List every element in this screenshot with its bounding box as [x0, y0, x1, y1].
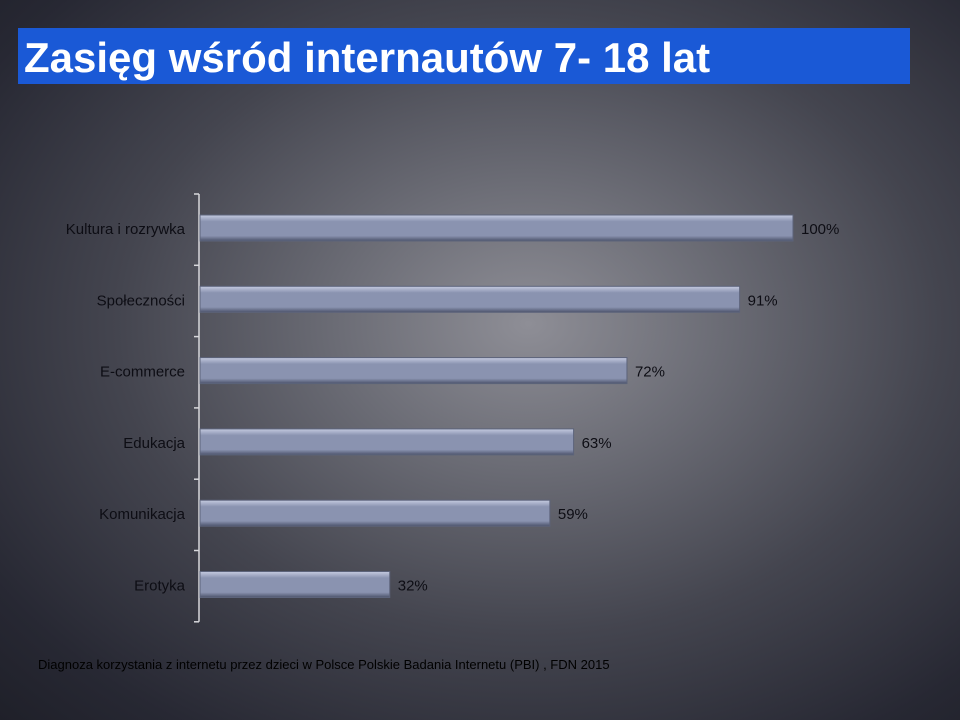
- value-label: 32%: [398, 578, 428, 595]
- category-label: E-commerce: [100, 364, 185, 381]
- bar: [199, 214, 794, 242]
- value-label: 91%: [748, 292, 778, 309]
- bar: [199, 357, 628, 385]
- category-label: Edukacja: [123, 435, 185, 452]
- bar: [199, 499, 551, 527]
- source-note: Diagnoza korzystania z internetu przez d…: [38, 657, 610, 672]
- category-label: Komunikacja: [99, 506, 186, 523]
- bar: [199, 285, 741, 313]
- page-title: Zasięg wśród internautów 7- 18 lat: [24, 34, 711, 81]
- value-label: 59%: [558, 506, 588, 523]
- value-label: 63%: [582, 435, 612, 452]
- title-bar: Zasięg wśród internautów 7- 18 lat: [18, 28, 910, 84]
- bar: [199, 428, 575, 456]
- value-label: 100%: [801, 221, 839, 238]
- category-label: Erotyka: [134, 578, 186, 595]
- category-label: Społeczności: [97, 292, 185, 309]
- category-label: Kultura i rozrywka: [66, 221, 186, 238]
- value-label: 72%: [635, 364, 665, 381]
- bar: [199, 571, 391, 598]
